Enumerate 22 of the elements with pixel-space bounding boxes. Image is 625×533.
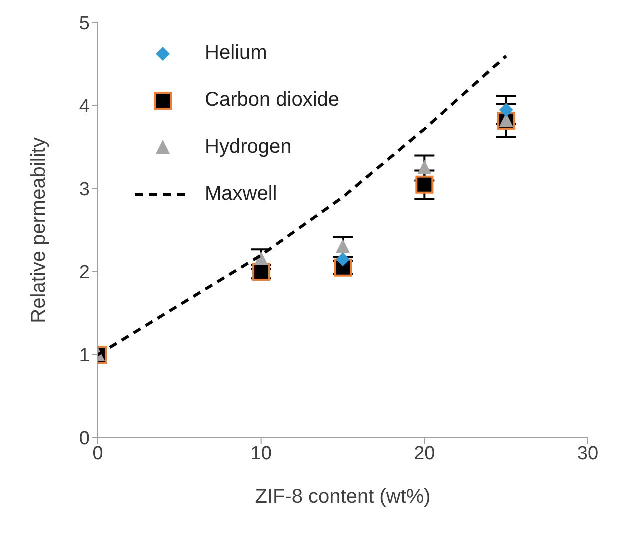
y-tick-label: 3	[79, 180, 90, 201]
y-tick-label: 1	[79, 346, 90, 367]
x-tick-label: 10	[250, 443, 272, 464]
y-axis-title: Relative permeability	[28, 138, 50, 324]
x-tick-label: 30	[577, 443, 599, 464]
legend-label: Carbon dioxide	[205, 89, 340, 112]
y-tick-label: 0	[79, 428, 90, 450]
x-tick-label: 20	[414, 443, 436, 464]
point	[336, 252, 350, 267]
y-tick-label: 5	[79, 14, 90, 35]
legend-label: Hydrogen	[205, 136, 292, 159]
y-tick-label: 2	[79, 262, 90, 284]
point	[418, 160, 432, 174]
legend-label: Maxwell	[205, 183, 278, 206]
point	[254, 252, 268, 266]
x-axis-title: ZIF-8 content (wt%)	[255, 486, 431, 508]
point	[416, 176, 434, 194]
y-tick-label: 4	[79, 96, 90, 118]
x-tick-label: 0	[92, 443, 104, 464]
point	[499, 103, 514, 118]
legend-label: Helium	[205, 42, 268, 65]
point	[336, 239, 350, 254]
